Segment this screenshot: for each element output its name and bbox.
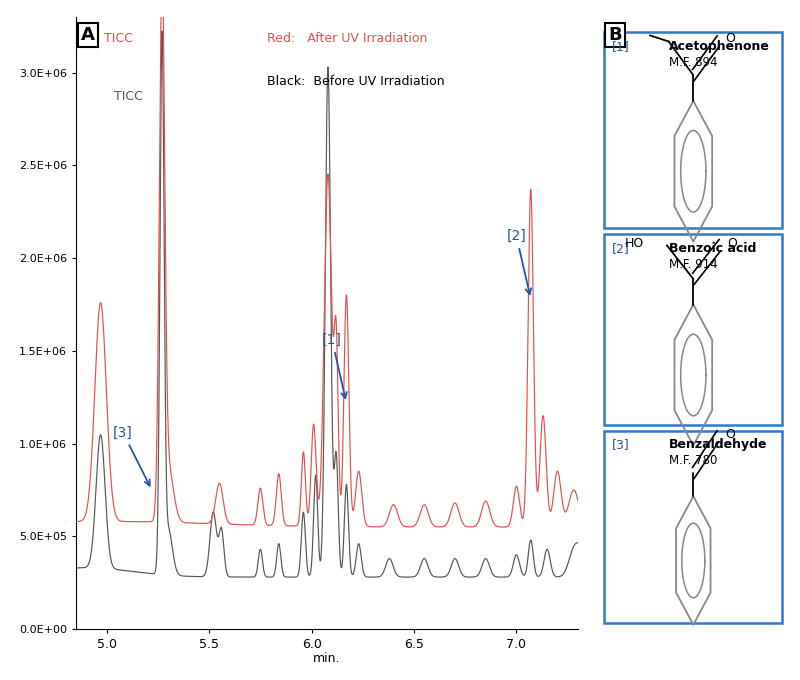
Text: [3]: [3] xyxy=(612,438,630,451)
Text: A: A xyxy=(81,27,95,44)
X-axis label: min.: min. xyxy=(313,652,341,666)
Text: M.F. 894: M.F. 894 xyxy=(669,56,717,69)
Text: [3]: [3] xyxy=(114,426,150,486)
Text: O: O xyxy=(727,237,738,250)
Text: TICC: TICC xyxy=(104,33,133,46)
Text: [2]: [2] xyxy=(506,229,531,294)
Text: [1]: [1] xyxy=(612,39,630,52)
FancyBboxPatch shape xyxy=(604,234,782,425)
Text: M.F. 914: M.F. 914 xyxy=(669,258,718,271)
Text: Acetophenone: Acetophenone xyxy=(669,39,770,52)
Text: Benzaldehyde: Benzaldehyde xyxy=(669,438,767,451)
Text: O: O xyxy=(726,428,735,441)
Text: O: O xyxy=(726,32,735,45)
Text: Benzoic acid: Benzoic acid xyxy=(669,241,756,254)
Text: [2]: [2] xyxy=(612,241,630,254)
FancyBboxPatch shape xyxy=(604,431,782,623)
Text: B: B xyxy=(608,27,622,44)
FancyBboxPatch shape xyxy=(604,33,782,228)
Text: Red:   After UV Irradiation: Red: After UV Irradiation xyxy=(266,33,427,46)
Text: HO: HO xyxy=(625,237,644,250)
Text: [1]: [1] xyxy=(322,333,346,398)
Text: TICC: TICC xyxy=(114,90,142,103)
Text: M.F. 780: M.F. 780 xyxy=(669,454,717,467)
Text: Black:  Before UV Irradiation: Black: Before UV Irradiation xyxy=(266,75,444,88)
